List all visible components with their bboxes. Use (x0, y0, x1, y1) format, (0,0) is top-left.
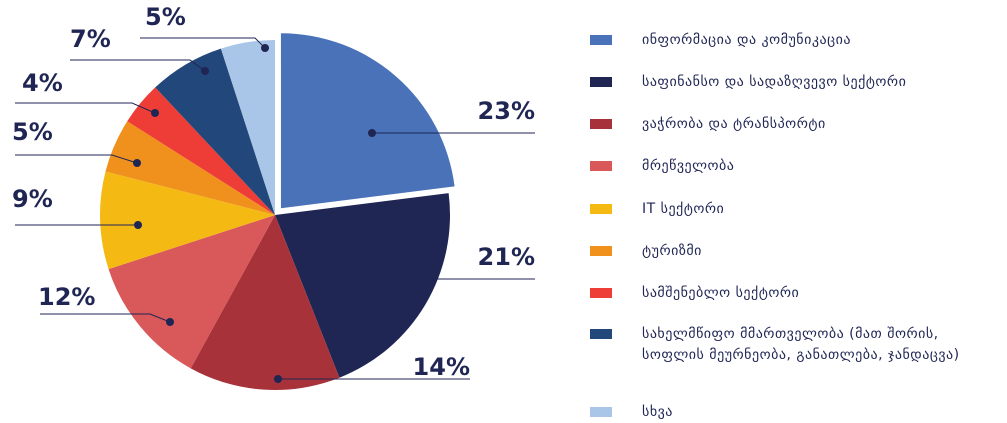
leader-dot (261, 44, 269, 52)
leader-dot (274, 375, 282, 383)
legend-swatch (590, 77, 612, 87)
pie-slice (99, 171, 275, 270)
leader-line (70, 59, 206, 72)
legend: ინფორმაცია და კომუნიკაცია საფინანსო და სა… (590, 0, 1007, 422)
data-label: 14% (413, 353, 470, 381)
leader-line (15, 154, 138, 164)
legend-item: სხვა (590, 402, 982, 423)
data-label: 21% (478, 243, 535, 271)
legend-item: ინფორმაცია და კომუნიკაცია (590, 30, 982, 51)
pie-slice (190, 215, 340, 390)
data-label: 5% (12, 118, 53, 146)
legend-label: ინფორმაცია და კომუნიკაცია (642, 32, 851, 48)
leader-dot (133, 159, 141, 167)
leader-dot (368, 275, 376, 283)
pie-slice (127, 87, 275, 215)
legend-label: სხვა (642, 404, 673, 420)
legend-label: სახელმწიფო მმართველობა (მათ შორის, სოფლი… (642, 326, 960, 363)
leader-line (15, 102, 156, 114)
leader-dot (201, 67, 209, 75)
leader-dot (166, 318, 174, 326)
legend-item: მრეწველობა (590, 156, 982, 177)
legend-item: ტურიზმი (590, 241, 982, 262)
data-label: 12% (38, 283, 95, 311)
pie-slice (105, 121, 275, 215)
legend-item: სახელმწიფო მმართველობა (მათ შორის, სოფლი… (590, 324, 982, 366)
pie-slice (275, 193, 451, 378)
legend-swatch (590, 119, 612, 129)
legend-swatch (590, 161, 612, 171)
legend-label: საფინანსო და სადაზღვევო სექტორი (642, 74, 907, 90)
pie-slice (108, 215, 275, 369)
leader-dot (368, 129, 376, 137)
data-label: 9% (12, 185, 53, 213)
legend-label: სამშენებლო სექტორი (642, 285, 800, 301)
leader-line (40, 313, 171, 323)
legend-label: მრეწველობა (642, 158, 735, 174)
legend-swatch (590, 407, 612, 417)
legend-swatch (590, 329, 612, 339)
pie-slice (220, 40, 275, 215)
data-label: 4% (22, 69, 63, 97)
leader-dot (134, 221, 142, 229)
legend-swatch (590, 288, 612, 298)
legend-item: IT სექტორი (590, 199, 982, 220)
legend-label: ტურიზმი (642, 243, 702, 259)
legend-label: ვაჭრობა და ტრანსპორტი (642, 116, 826, 132)
data-label: 7% (70, 25, 111, 53)
leader-dot (151, 109, 159, 117)
data-label: 23% (478, 97, 535, 125)
data-label: 5% (145, 3, 186, 31)
pie-slice (155, 48, 275, 215)
pie-slice (280, 33, 455, 209)
legend-item: საფინანსო და სადაზღვევო სექტორი (590, 72, 982, 93)
legend-swatch (590, 35, 612, 45)
legend-swatch (590, 204, 612, 214)
chart: 23% 21% 14% 12% 9% 5% 4%7% 5% (12, 3, 535, 390)
leader-line (140, 37, 266, 49)
legend-item: სამშენებლო სექტორი (590, 283, 982, 304)
legend-label: IT სექტორი (642, 201, 725, 217)
legend-swatch (590, 246, 612, 256)
legend-item: ვაჭრობა და ტრანსპორტი (590, 114, 982, 135)
